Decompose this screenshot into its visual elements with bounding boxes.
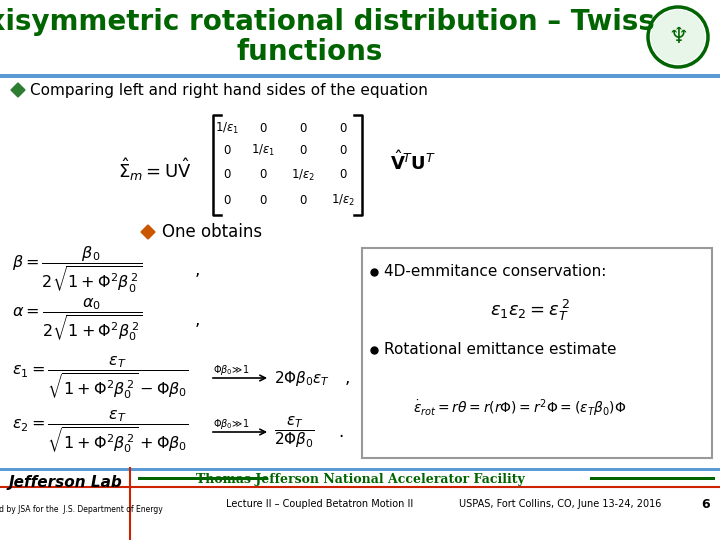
Text: functions: functions (237, 38, 383, 66)
Text: Rotational emittance estimate: Rotational emittance estimate (384, 342, 616, 357)
Text: $\dfrac{\varepsilon_T}{2\Phi\beta_0}$: $\dfrac{\varepsilon_T}{2\Phi\beta_0}$ (274, 414, 315, 450)
Text: $\Phi\beta_0\!\gg\!1$: $\Phi\beta_0\!\gg\!1$ (213, 363, 250, 377)
Polygon shape (11, 83, 25, 97)
Text: .: . (338, 423, 343, 441)
Text: $\beta = \dfrac{\beta_0}{2\sqrt{1+\Phi^2\beta_0^{\,2}}}$: $\beta = \dfrac{\beta_0}{2\sqrt{1+\Phi^2… (12, 245, 143, 295)
Text: ,: , (195, 311, 200, 329)
Text: Operated by JSA for the  J.S. Department of Energy: Operated by JSA for the J.S. Department … (0, 505, 163, 515)
Text: 0: 0 (300, 193, 307, 206)
Text: 0: 0 (259, 168, 266, 181)
Text: $\hat{\Sigma}_{m} = \mathrm{U}\hat{\mathrm{V}}$: $\hat{\Sigma}_{m} = \mathrm{U}\hat{\math… (118, 157, 192, 184)
Bar (590, 477, 715, 480)
Text: 0: 0 (339, 168, 347, 181)
Text: $1/\varepsilon_1$: $1/\varepsilon_1$ (251, 143, 275, 158)
Text: 0: 0 (300, 144, 307, 157)
Text: ♆: ♆ (668, 27, 688, 47)
Text: 0: 0 (300, 122, 307, 134)
Text: Axisymmetric rotational distribution – Twiss: Axisymmetric rotational distribution – T… (0, 8, 654, 36)
Text: 0: 0 (259, 193, 266, 206)
Text: $2\Phi\beta_0\varepsilon_T$: $2\Phi\beta_0\varepsilon_T$ (274, 368, 330, 388)
Text: $\hat{\mathbf{V}}^{\!T}\mathbf{U}^T$: $\hat{\mathbf{V}}^{\!T}\mathbf{U}^T$ (390, 150, 436, 174)
Text: $\varepsilon_1\varepsilon_2 = \varepsilon_T^{\,2}$: $\varepsilon_1\varepsilon_2 = \varepsilo… (490, 298, 570, 322)
Text: 0: 0 (223, 193, 230, 206)
Text: One obtains: One obtains (162, 223, 262, 241)
Text: $1/\varepsilon_1$: $1/\varepsilon_1$ (215, 120, 239, 136)
Text: $\alpha = \dfrac{\alpha_0}{2\sqrt{1+\Phi^2\beta_0^{\,2}}}$: $\alpha = \dfrac{\alpha_0}{2\sqrt{1+\Phi… (12, 296, 143, 343)
Text: 0: 0 (259, 122, 266, 134)
Text: 4D-emmitance conservation:: 4D-emmitance conservation: (384, 265, 606, 280)
Text: 0: 0 (339, 144, 347, 157)
Text: Lecture II – Coupled Betatron Motion II: Lecture II – Coupled Betatron Motion II (226, 499, 413, 509)
Text: $1/\varepsilon_2$: $1/\varepsilon_2$ (291, 167, 315, 183)
Text: $\varepsilon_1 = \dfrac{\varepsilon_T}{\sqrt{1+\Phi^2\beta_0^{\,2}}-\Phi\beta_0}: $\varepsilon_1 = \dfrac{\varepsilon_T}{\… (12, 354, 189, 402)
Text: $\dot{\varepsilon}_{rot}=r\theta=r(r\Phi)=r^2\Phi=(\varepsilon_T\beta_0)\Phi$: $\dot{\varepsilon}_{rot}=r\theta=r(r\Phi… (413, 397, 626, 418)
Text: 6: 6 (702, 497, 711, 510)
Bar (0, 468, 720, 471)
Circle shape (651, 10, 705, 64)
Text: $\varepsilon_2 = \dfrac{\varepsilon_T}{\sqrt{1+\Phi^2\beta_0^{\,2}}+\Phi\beta_0}: $\varepsilon_2 = \dfrac{\varepsilon_T}{\… (12, 408, 189, 456)
Text: Comparing left and right hand sides of the equation: Comparing left and right hand sides of t… (30, 83, 428, 98)
Bar (0, 0, 720, 75)
Text: 0: 0 (339, 122, 347, 134)
Polygon shape (141, 225, 155, 239)
Text: ,: , (195, 261, 200, 279)
Text: Thomas Jefferson National Accelerator Facility: Thomas Jefferson National Accelerator Fa… (196, 474, 524, 487)
Text: ,: , (345, 369, 351, 387)
Bar (138, 477, 268, 480)
Text: Jefferson Lab: Jefferson Lab (8, 475, 122, 489)
Text: 0: 0 (223, 144, 230, 157)
Text: 0: 0 (223, 168, 230, 181)
Bar (0, 74, 720, 78)
Text: $\Phi\beta_0\!\gg\!1$: $\Phi\beta_0\!\gg\!1$ (213, 417, 250, 431)
Text: USPAS, Fort Collins, CO, June 13-24, 2016: USPAS, Fort Collins, CO, June 13-24, 201… (459, 499, 661, 509)
FancyBboxPatch shape (362, 248, 712, 458)
Text: $1/\varepsilon_2$: $1/\varepsilon_2$ (331, 192, 355, 207)
